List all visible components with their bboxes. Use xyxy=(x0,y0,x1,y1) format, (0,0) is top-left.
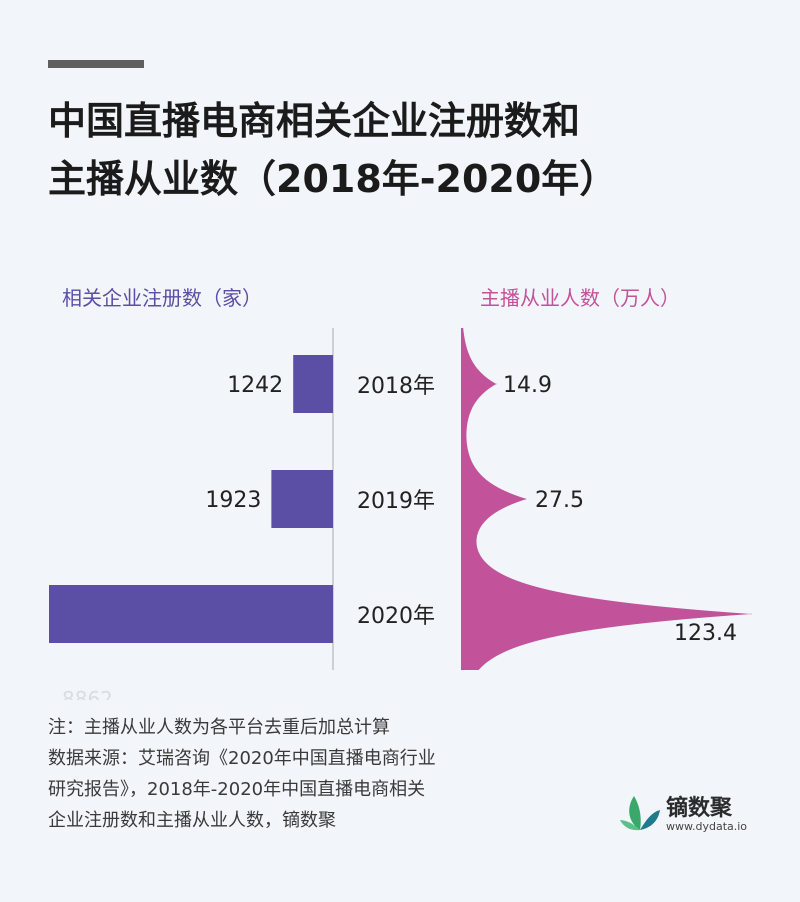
companies-bar-2 xyxy=(49,585,333,643)
streamers-peak-0 xyxy=(495,383,497,385)
brand-name: 镝数聚 xyxy=(666,796,733,821)
streamers-value-label-0: 14.9 xyxy=(503,373,552,398)
category-label-0: 2018年 xyxy=(357,374,435,399)
brand: 镝数聚 www.dydata.io xyxy=(620,790,780,840)
legend-streamers: 主播从业人数（万人） xyxy=(480,286,680,310)
legend-companies: 相关企业注册数（家） xyxy=(62,286,262,310)
top-rule xyxy=(48,60,144,68)
streamers-peak-1 xyxy=(525,498,527,500)
footnote-line-2: 数据来源：艾瑞咨询《2020年中国直播电商行业 xyxy=(48,748,436,769)
companies-value-label-2: 8862 xyxy=(62,687,113,700)
footnote: 注：主播从业人数为各平台去重后加总计算 数据来源：艾瑞咨询《2020年中国直播电… xyxy=(48,712,436,836)
footnote-line-4: 企业注册数和主播从业人数，镝数聚 xyxy=(48,810,336,831)
page-title: 中国直播电商相关企业注册数和 主播从业数（2018年-2020年） xyxy=(48,92,748,208)
footnote-line-3: 研究报告》，2018年-2020年中国直播电商相关 xyxy=(48,779,426,800)
streamers-value-label-1: 27.5 xyxy=(535,488,584,513)
title-line-2: 主播从业数（2018年-2020年） xyxy=(48,157,618,201)
brand-url: www.dydata.io xyxy=(666,820,748,833)
brand-leaf-icon xyxy=(620,796,660,831)
butterfly-chart: 1242 1923 8862 2018年 2019年 2020年 14.9 27.5 123.4 xyxy=(49,328,752,700)
category-label-2: 2020年 xyxy=(357,604,435,629)
streamers-area xyxy=(461,328,752,670)
companies-bar-1 xyxy=(271,470,333,528)
title-line-1: 中国直播电商相关企业注册数和 xyxy=(48,99,581,143)
companies-value-label-1: 1923 xyxy=(205,488,261,513)
category-label-1: 2019年 xyxy=(357,489,435,514)
footnote-line-1: 注：主播从业人数为各平台去重后加总计算 xyxy=(48,717,390,738)
companies-bar-0 xyxy=(293,355,333,413)
streamers-value-label-2: 123.4 xyxy=(674,621,737,646)
companies-value-label-0: 1242 xyxy=(227,373,283,398)
streamers-peak-2 xyxy=(750,613,752,615)
